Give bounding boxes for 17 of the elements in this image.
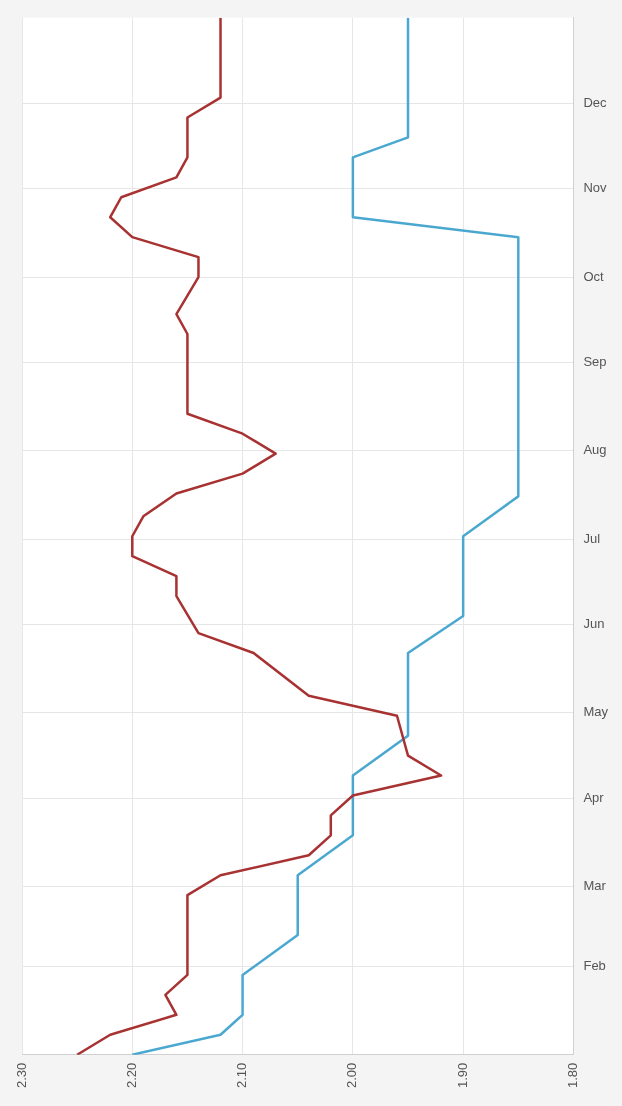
y-tick-label: Oct [583, 268, 605, 284]
y-tick-label: Jun [583, 616, 605, 632]
y-tick-label: Nov [583, 180, 608, 196]
y-tick-label: May [583, 704, 609, 720]
y-tick-label: Feb [583, 957, 606, 973]
y-tick-label: Jul [583, 530, 601, 546]
y-tick-label: Dec [583, 94, 608, 110]
y-tick-label: Sep [583, 354, 607, 370]
x-tick-label: 1.90 [454, 1062, 470, 1089]
x-tick-label: 2.10 [234, 1062, 250, 1089]
y-tick-label: Apr [583, 789, 605, 805]
x-tick-label: 1.80 [565, 1062, 581, 1089]
x-tick-label: 2.00 [344, 1062, 360, 1089]
x-tick-label: 2.30 [13, 1062, 29, 1089]
y-tick-label: Mar [583, 878, 607, 894]
y-tick-label: Aug [583, 442, 607, 458]
x-tick-label: 2.20 [123, 1062, 139, 1089]
